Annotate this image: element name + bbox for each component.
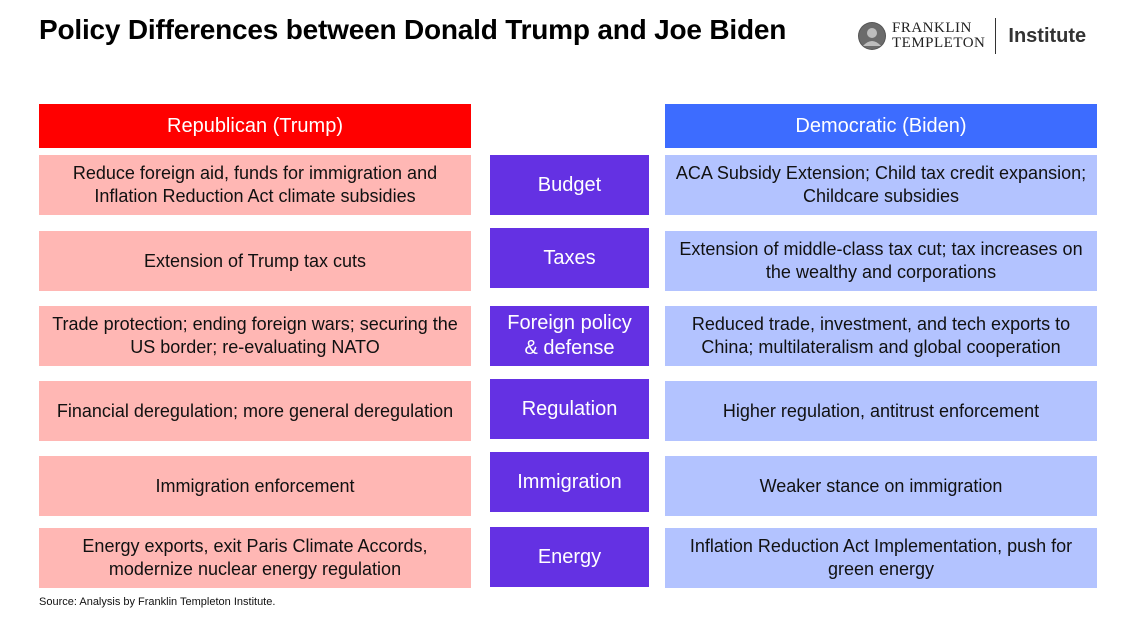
page-title: Policy Differences between Donald Trump … — [39, 14, 787, 45]
democratic-budget-cell: ACA Subsidy Extension; Child tax credit … — [665, 155, 1097, 215]
republican-foreign-policy-cell: Trade protection; ending foreign wars; s… — [39, 306, 471, 366]
republican-regulation-cell: Financial deregulation; more general der… — [39, 381, 471, 441]
category-energy: Energy — [490, 527, 649, 587]
democratic-foreign-policy-cell: Reduced trade, investment, and tech expo… — [665, 306, 1097, 366]
democratic-regulation-cell: Higher regulation, antitrust enforcement — [665, 381, 1097, 441]
category-taxes: Taxes — [490, 228, 649, 288]
logo-brand-line1: FRANKLIN — [892, 20, 972, 36]
republican-energy-cell: Energy exports, exit Paris Climate Accor… — [39, 528, 471, 588]
category-foreign-policy: Foreign policy & defense — [490, 306, 649, 366]
republican-taxes-cell: Extension of Trump tax cuts — [39, 231, 471, 291]
republican-immigration-cell: Immigration enforcement — [39, 456, 471, 516]
logo-brand: FRANKLIN TEMPLETON — [892, 21, 985, 51]
democratic-header: Democratic (Biden) — [665, 104, 1097, 148]
democratic-energy-cell: Inflation Reduction Act Implementation, … — [665, 528, 1097, 588]
republican-header: Republican (Trump) — [39, 104, 471, 148]
category-regulation: Regulation — [490, 379, 649, 439]
source-note: Source: Analysis by Franklin Templeton I… — [39, 596, 276, 608]
democratic-immigration-cell: Weaker stance on immigration — [665, 456, 1097, 516]
republican-budget-cell: Reduce foreign aid, funds for immigratio… — [39, 155, 471, 215]
logo-institute: Institute — [1008, 24, 1087, 47]
franklin-templeton-logo: FRANKLIN TEMPLETON Institute — [858, 16, 1086, 56]
logo-brand-line2: TEMPLETON — [892, 35, 986, 51]
franklin-portrait-icon — [858, 22, 886, 50]
category-immigration: Immigration — [490, 452, 649, 512]
category-budget: Budget — [490, 155, 649, 215]
logo-divider — [995, 18, 997, 54]
democratic-taxes-cell: Extension of middle-class tax cut; tax i… — [665, 231, 1097, 291]
